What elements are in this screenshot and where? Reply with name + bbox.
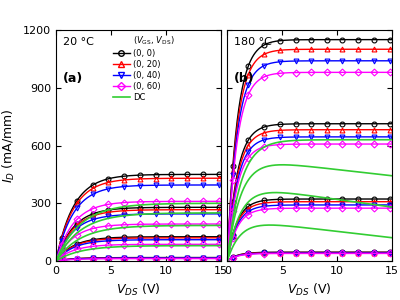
Y-axis label: $I_{D}$ (mA/mm): $I_{D}$ (mA/mm) — [1, 108, 18, 183]
Legend: ($V_{\mathrm{GS}}$, $V_{\mathrm{DS}}$), (0, 0), (0, 20), (0, 40), (0, 60), DC: ($V_{\mathrm{GS}}$, $V_{\mathrm{DS}}$), … — [113, 34, 174, 102]
X-axis label: $V_{DS}$ (V): $V_{DS}$ (V) — [288, 281, 332, 298]
Text: (b): (b) — [234, 72, 254, 85]
Text: 20 °C: 20 °C — [62, 37, 94, 47]
Text: 180 °C: 180 °C — [234, 37, 272, 47]
X-axis label: $V_{DS}$ (V): $V_{DS}$ (V) — [116, 281, 160, 298]
Text: (a): (a) — [62, 72, 83, 85]
